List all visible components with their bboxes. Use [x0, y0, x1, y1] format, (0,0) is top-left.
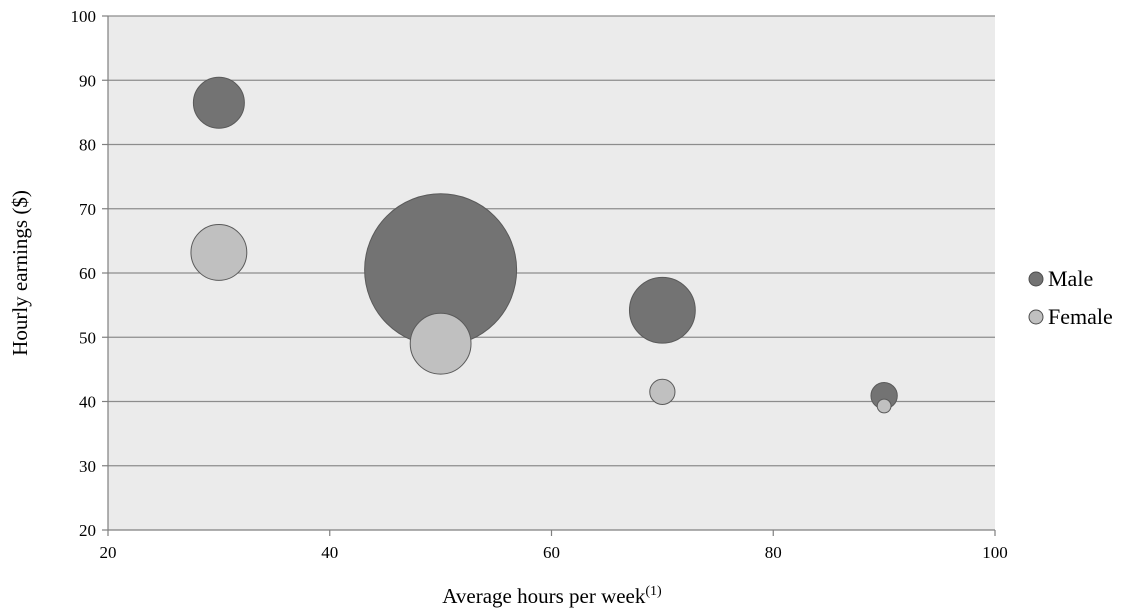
x-axis-title-superscript: (1) — [645, 584, 662, 599]
y-tick-label: 20 — [79, 521, 96, 540]
y-tick-label: 80 — [79, 136, 96, 155]
x-tick-label: 40 — [321, 543, 338, 562]
bubble-female — [409, 312, 472, 375]
legend-label: Female — [1048, 304, 1113, 329]
bubble-female — [876, 398, 892, 414]
legend-marker — [1028, 309, 1044, 325]
x-axis-title-text: Average hours per week — [442, 584, 646, 608]
legend-marker — [1028, 271, 1044, 287]
y-tick-label: 60 — [79, 264, 96, 283]
bubble-male — [628, 276, 696, 344]
y-tick-label: 90 — [79, 71, 96, 90]
bubble-female — [190, 224, 248, 281]
bubble-female — [649, 378, 676, 405]
x-tick-label: 20 — [100, 543, 117, 562]
bubble-male — [192, 76, 245, 129]
x-tick-label: 100 — [982, 543, 1008, 562]
legend-item-female: Female — [1028, 304, 1113, 329]
y-tick-label: 70 — [79, 200, 96, 219]
y-tick-labels: 20 30 40 50 60 70 80 90 100 — [71, 7, 97, 540]
x-tick-label: 60 — [543, 543, 560, 562]
y-axis-title: Hourly earnings ($) — [8, 190, 32, 356]
x-tick-label: 80 — [765, 543, 782, 562]
legend-label: Male — [1048, 266, 1093, 291]
y-tick-label: 100 — [71, 7, 97, 26]
x-axis-title: Average hours per week(1) — [442, 584, 662, 608]
axes — [102, 15, 996, 536]
gridlines — [108, 15, 995, 467]
legend-item-male: Male — [1028, 266, 1093, 291]
legend: Male Female — [1028, 266, 1113, 329]
y-tick-label: 50 — [79, 328, 96, 347]
y-tick-label: 30 — [79, 457, 96, 476]
y-tick-label: 40 — [79, 393, 96, 412]
x-tick-labels: 20 40 60 80 100 — [100, 543, 1008, 562]
bubbles — [190, 76, 898, 414]
